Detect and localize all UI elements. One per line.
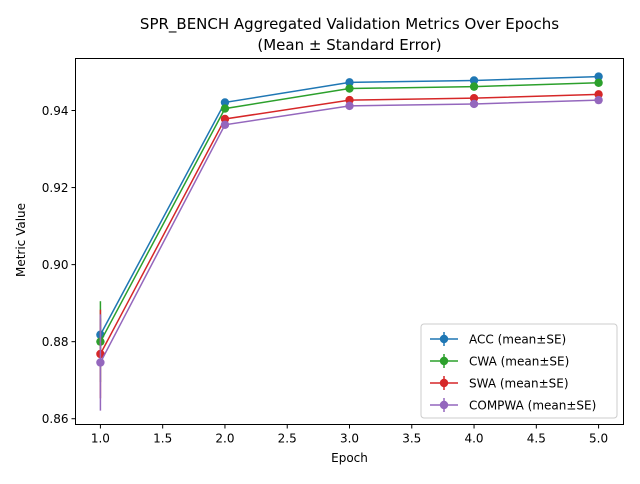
y-tick-label: 0.92 <box>42 181 69 195</box>
x-tick-label: 3.5 <box>402 432 421 446</box>
data-point <box>220 114 230 124</box>
data-point <box>469 99 479 109</box>
legend: ACC (mean±SE) CWA (mean±SE) SWA (mean±SE) C… <box>420 323 618 419</box>
data-point <box>594 78 603 87</box>
data-point <box>220 98 230 107</box>
series-compwa <box>96 95 603 411</box>
legend-frame <box>420 323 618 419</box>
legend-marker <box>439 334 449 344</box>
data-point <box>345 78 354 87</box>
x-tick-label: 2.0 <box>215 432 234 446</box>
legend-marker <box>439 378 449 388</box>
x-tick-label: 1.5 <box>153 432 172 446</box>
series-line <box>99 99 599 363</box>
data-point <box>594 95 603 105</box>
data-point <box>345 101 354 111</box>
plot-frame <box>75 58 624 425</box>
y-tick-label: 0.88 <box>42 335 69 349</box>
x-tick-label: 1.0 <box>91 432 110 446</box>
data-point <box>345 84 354 93</box>
data-point <box>345 95 354 105</box>
x-tick-label: 4.5 <box>527 432 546 446</box>
legend-label: CWA (mean±SE) <box>469 355 569 369</box>
legend-label: COMPWA (mean±SE) <box>469 399 596 413</box>
y-axis-label: Metric Value <box>14 203 28 277</box>
x-axis-label: Epoch <box>331 451 368 465</box>
data-point <box>220 120 230 129</box>
y-tick-label: 0.94 <box>42 104 69 118</box>
data-point <box>594 90 603 99</box>
data-point <box>469 93 479 103</box>
data-point <box>220 104 230 113</box>
chart-title: SPR_BENCH Aggregated Validation Metrics … <box>140 15 559 34</box>
data-point <box>594 72 603 81</box>
legend-marker <box>439 400 449 410</box>
x-tick-label: 2.5 <box>278 432 297 446</box>
legend-marker <box>439 356 449 366</box>
series-acc <box>96 72 603 351</box>
x-tick-label: 4.0 <box>464 432 483 446</box>
legend-label: ACC (mean±SE) <box>469 333 566 347</box>
data-point <box>469 82 479 91</box>
y-tick-label: 0.86 <box>42 412 69 426</box>
x-tick-label: 5.0 <box>589 432 608 446</box>
x-tick-label: 3.0 <box>340 432 359 446</box>
data-point <box>469 76 479 85</box>
series-line <box>99 75 599 336</box>
series-line <box>99 93 599 355</box>
chart-subtitle: (Mean ± Standard Error) <box>257 36 441 54</box>
y-tick-label: 0.90 <box>42 258 69 272</box>
legend-label: SWA (mean±SE) <box>469 377 569 391</box>
data-point <box>96 358 105 367</box>
